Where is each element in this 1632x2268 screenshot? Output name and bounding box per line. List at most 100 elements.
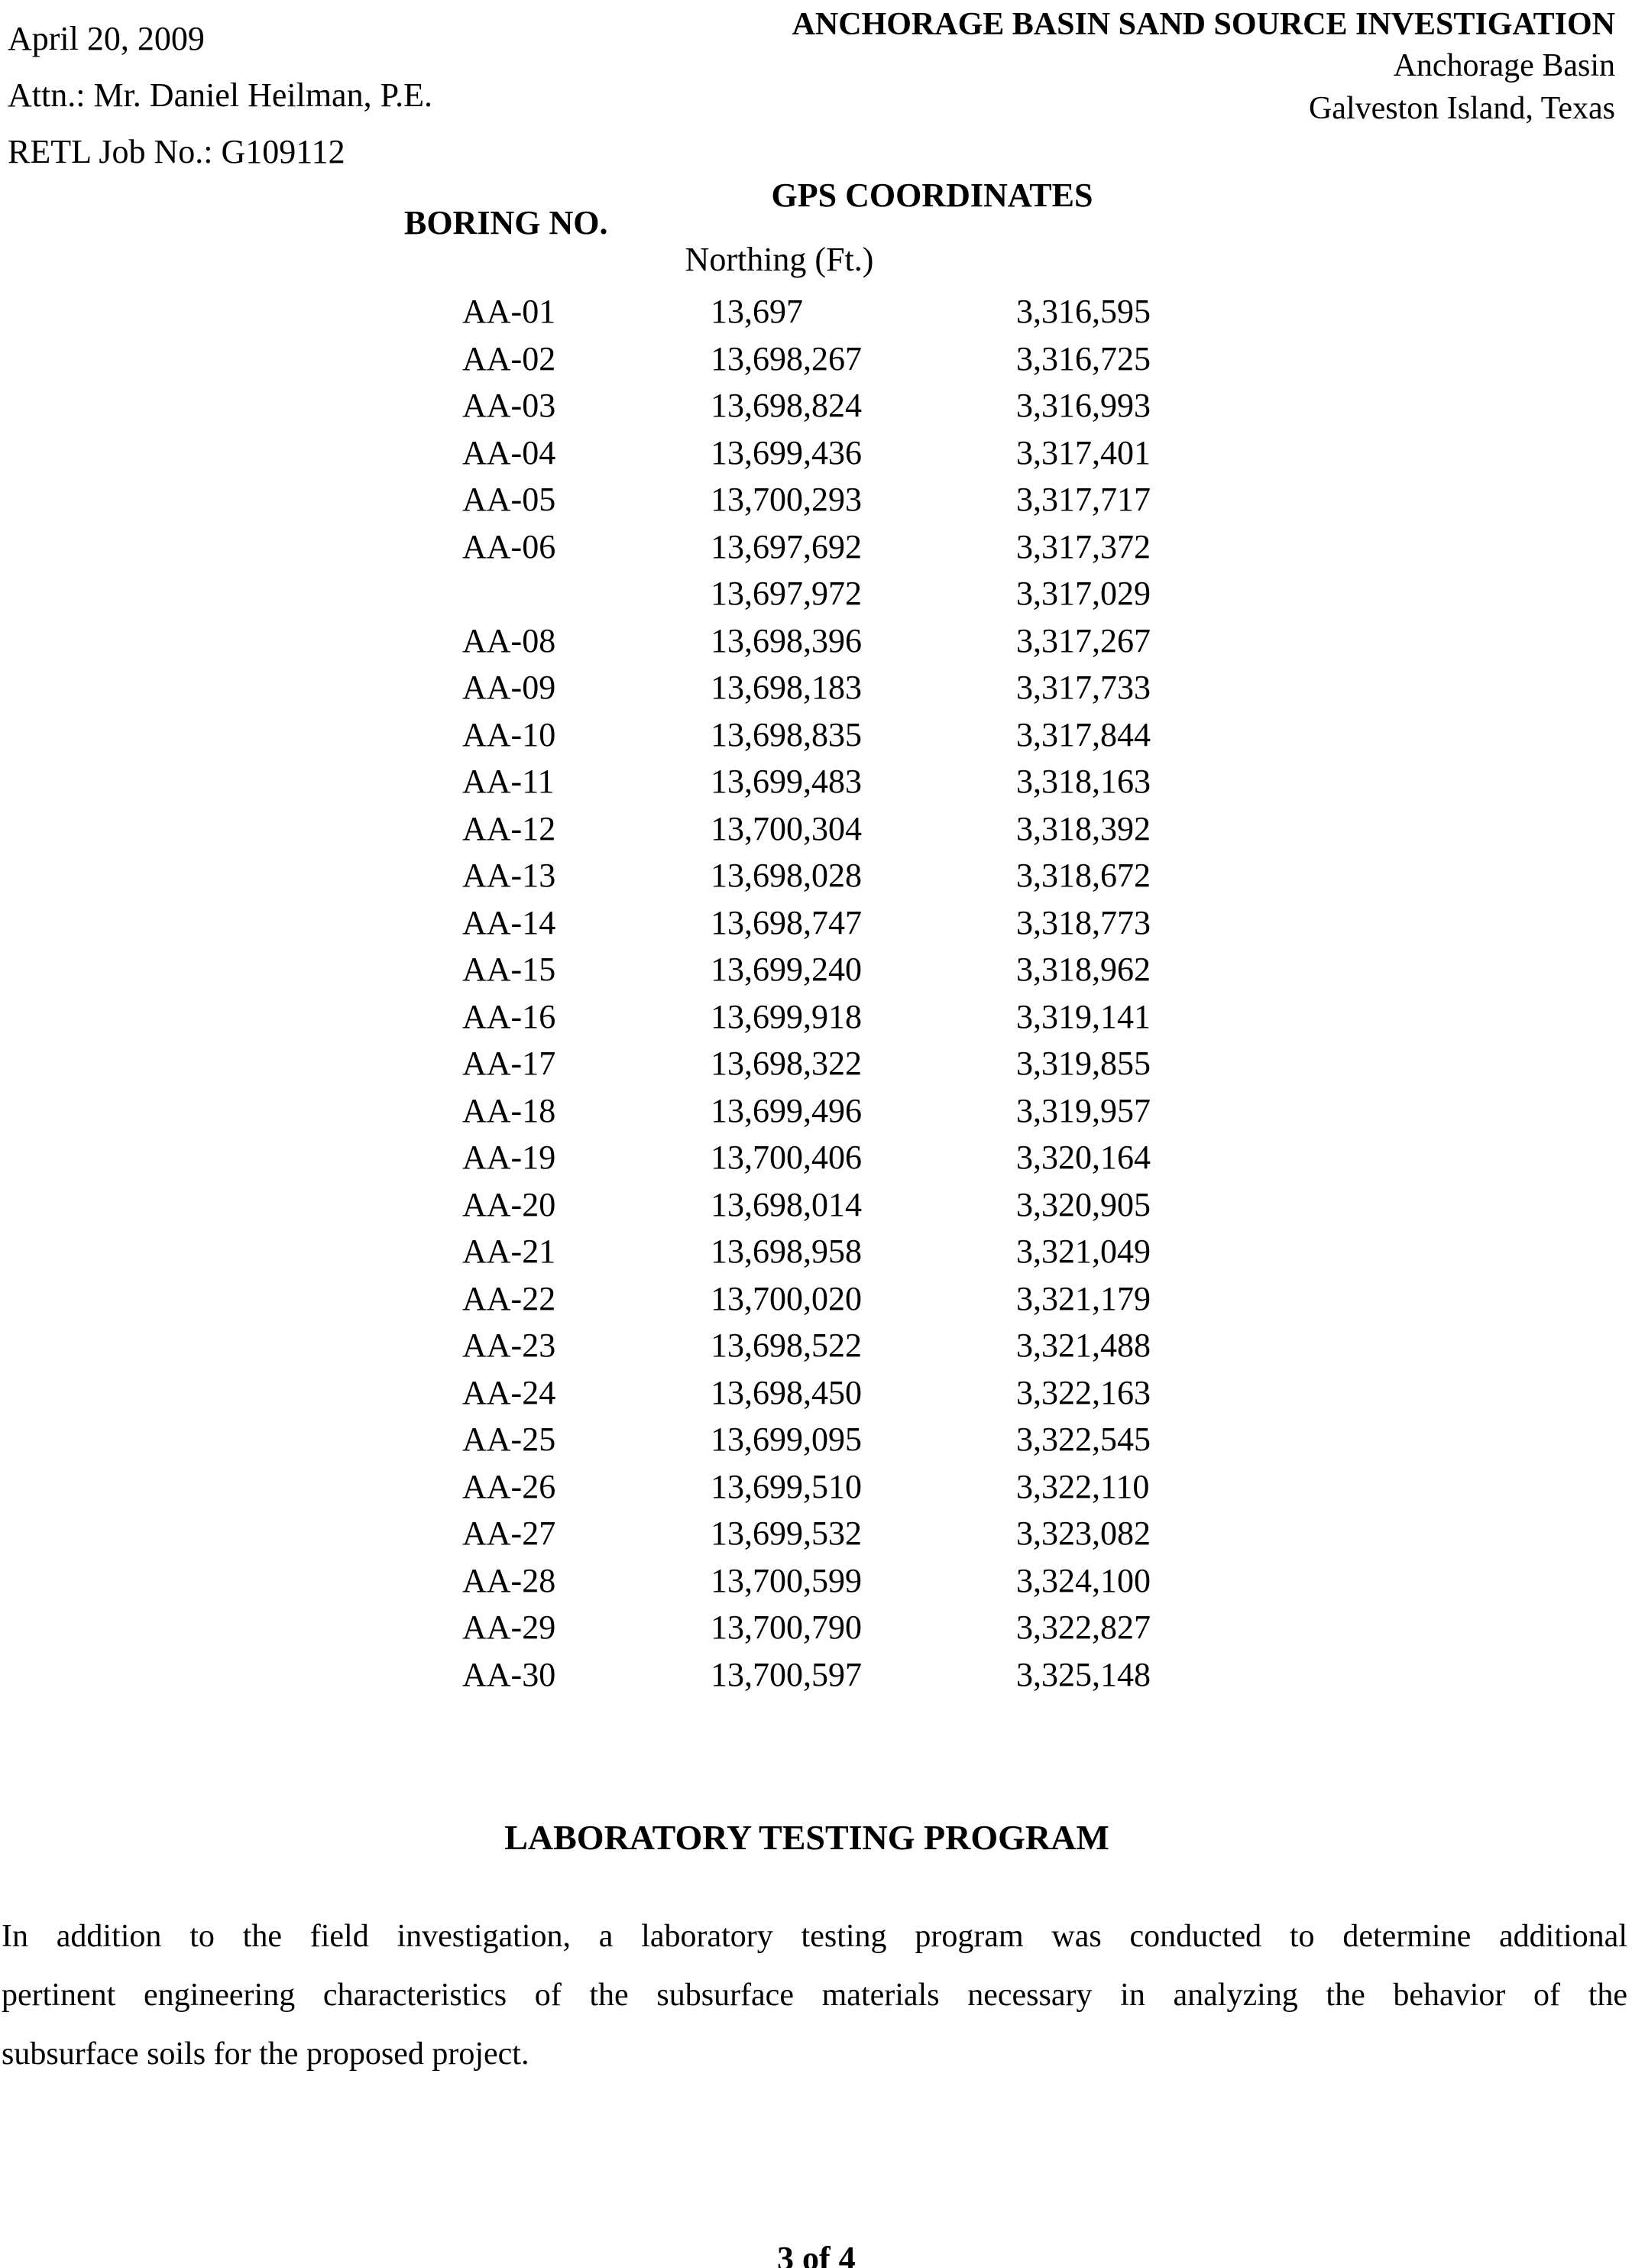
northing-cell: 13,699,483 bbox=[711, 763, 862, 800]
easting-cell: 3,321,179 bbox=[1016, 1279, 1151, 1317]
easting-cell: 3,316,993 bbox=[1016, 387, 1151, 424]
boring-no-cell: AA-04 bbox=[462, 433, 556, 471]
easting-cell: 3,324,100 bbox=[1016, 1561, 1151, 1599]
boring-no-cell: AA-30 bbox=[462, 1655, 556, 1693]
easting-cell: 3,317,717 bbox=[1016, 481, 1151, 518]
easting-cell: 3,318,773 bbox=[1016, 903, 1151, 941]
boring-no-cell: AA-01 bbox=[462, 293, 556, 330]
northing-cell: 13,700,599 bbox=[711, 1561, 862, 1599]
northing-cell: 13,698,267 bbox=[711, 339, 862, 377]
easting-cell: 3,321,488 bbox=[1016, 1327, 1151, 1364]
letter-info-block: April 20, 2009 Attn.: Mr. Daniel Heilman… bbox=[8, 11, 432, 180]
northing-cell: 13,700,304 bbox=[711, 809, 862, 847]
table-row: AA-27 13,699,532 3,323,082 bbox=[462, 1515, 1245, 1563]
easting-cell: 3,316,595 bbox=[1016, 293, 1151, 330]
coordinates-table: AA-01 13,697 3,316,595 AA-02 13,698,267 3,316… bbox=[462, 293, 1245, 1703]
table-row: AA-26 13,699,510 3,322,110 bbox=[462, 1467, 1245, 1516]
easting-cell: 3,322,110 bbox=[1016, 1467, 1150, 1505]
boring-no-cell: AA-19 bbox=[462, 1139, 556, 1176]
easting-cell: 3,317,733 bbox=[1016, 669, 1151, 706]
northing-cell: 13,699,436 bbox=[711, 433, 862, 471]
easting-cell: 3,317,029 bbox=[1016, 575, 1151, 612]
table-row: AA-01 13,697 3,316,595 bbox=[462, 293, 1245, 341]
table-row: AA-06 13,697,692 3,317,372 bbox=[462, 527, 1245, 576]
northing-cell: 13,698,958 bbox=[711, 1233, 862, 1270]
boring-no-cell: AA-15 bbox=[462, 951, 556, 988]
northing-subheader: Northing (Ft.) bbox=[685, 241, 874, 278]
table-row: AA-18 13,699,496 3,319,957 bbox=[462, 1091, 1245, 1140]
section-heading: LABORATORY TESTING PROGRAM bbox=[504, 1818, 1109, 1857]
northing-cell: 13,700,597 bbox=[711, 1655, 862, 1693]
northing-cell: 13,698,396 bbox=[711, 621, 862, 659]
easting-cell: 3,317,267 bbox=[1016, 621, 1151, 659]
northing-cell: 13,700,790 bbox=[711, 1609, 862, 1646]
table-row: AA-21 13,698,958 3,321,049 bbox=[462, 1233, 1245, 1281]
northing-cell: 13,699,510 bbox=[711, 1467, 862, 1505]
table-row: AA-09 13,698,183 3,317,733 bbox=[462, 669, 1245, 717]
boring-no-cell: AA-06 bbox=[462, 527, 556, 565]
northing-cell: 13,699,918 bbox=[711, 997, 862, 1035]
project-title-block: ANCHORAGE BASIN SAND SOURCE INVESTIGATIO… bbox=[792, 5, 1615, 130]
boring-no-cell: AA-23 bbox=[462, 1327, 556, 1364]
project-subtitle-2: Galveston Island, Texas bbox=[1308, 91, 1615, 126]
easting-cell: 3,318,962 bbox=[1016, 951, 1151, 988]
boring-no-cell: AA-24 bbox=[462, 1373, 556, 1411]
boring-no-cell: AA-26 bbox=[462, 1467, 556, 1505]
boring-no-cell: AA-17 bbox=[462, 1045, 556, 1082]
table-row: AA-30 13,700,597 3,325,148 bbox=[462, 1655, 1245, 1704]
easting-cell: 3,325,148 bbox=[1016, 1655, 1151, 1693]
boring-no-cell: AA-28 bbox=[462, 1561, 556, 1599]
boring-no-cell: AA-16 bbox=[462, 997, 556, 1035]
easting-cell: 3,322,545 bbox=[1016, 1421, 1151, 1458]
northing-cell: 13,698,450 bbox=[711, 1373, 862, 1411]
easting-cell: 3,319,957 bbox=[1016, 1091, 1151, 1129]
page-number: 3 of 4 bbox=[777, 2240, 856, 2268]
table-row: AA-29 13,700,790 3,322,827 bbox=[462, 1609, 1245, 1657]
letter-date: April 20, 2009 bbox=[8, 20, 205, 57]
table-row: AA-08 13,698,396 3,317,267 bbox=[462, 621, 1245, 670]
table-row: AA-12 13,700,304 3,318,392 bbox=[462, 809, 1245, 858]
job-number: RETL Job No.: G109112 bbox=[8, 133, 345, 170]
easting-cell: 3,321,049 bbox=[1016, 1233, 1151, 1270]
northing-cell: 13,697 bbox=[711, 293, 803, 330]
body-paragraph: In addition to the field investigation, … bbox=[2, 1907, 1627, 2084]
table-row: AA-16 13,699,918 3,319,141 bbox=[462, 997, 1245, 1046]
boring-no-cell: AA-09 bbox=[462, 669, 556, 706]
table-row: AA-11 13,699,483 3,318,163 bbox=[462, 763, 1245, 811]
table-row: AA-23 13,698,522 3,321,488 bbox=[462, 1327, 1245, 1375]
paragraph-line: pertinent engineering characteristics of… bbox=[2, 1978, 1627, 2013]
northing-cell: 13,699,532 bbox=[711, 1515, 862, 1552]
table-row: AA-25 13,699,095 3,322,545 bbox=[462, 1421, 1245, 1469]
easting-cell: 3,322,163 bbox=[1016, 1373, 1151, 1411]
northing-cell: 13,698,747 bbox=[711, 903, 862, 941]
table-row: AA-15 13,699,240 3,318,962 bbox=[462, 951, 1245, 999]
table-row: AA-10 13,698,835 3,317,844 bbox=[462, 715, 1245, 764]
table-row: AA-24 13,698,450 3,322,163 bbox=[462, 1373, 1245, 1422]
table-row: AA-22 13,700,020 3,321,179 bbox=[462, 1279, 1245, 1328]
easting-cell: 3,320,164 bbox=[1016, 1139, 1151, 1176]
boring-no-cell: AA-03 bbox=[462, 387, 556, 424]
boring-no-cell: AA-25 bbox=[462, 1421, 556, 1458]
easting-cell: 3,317,372 bbox=[1016, 527, 1151, 565]
northing-cell: 13,698,014 bbox=[711, 1185, 862, 1223]
easting-cell: 3,316,725 bbox=[1016, 339, 1151, 377]
table-row: AA-05 13,700,293 3,317,717 bbox=[462, 481, 1245, 529]
boring-no-cell: AA-27 bbox=[462, 1515, 556, 1552]
project-subtitle-1: Anchorage Basin bbox=[1393, 48, 1615, 83]
table-row: AA-28 13,700,599 3,324,100 bbox=[462, 1561, 1245, 1610]
table-row: 13,697,972 3,317,029 bbox=[462, 575, 1245, 623]
northing-cell: 13,697,692 bbox=[711, 527, 862, 565]
northing-cell: 13,698,322 bbox=[711, 1045, 862, 1082]
easting-cell: 3,318,163 bbox=[1016, 763, 1151, 800]
easting-cell: 3,318,672 bbox=[1016, 857, 1151, 894]
boring-no-cell: AA-08 bbox=[462, 621, 556, 659]
table-row: AA-02 13,698,267 3,316,725 bbox=[462, 339, 1245, 388]
northing-cell: 13,698,028 bbox=[711, 857, 862, 894]
easting-cell: 3,322,827 bbox=[1016, 1609, 1151, 1646]
northing-cell: 13,699,095 bbox=[711, 1421, 862, 1458]
table-row: AA-20 13,698,014 3,320,905 bbox=[462, 1185, 1245, 1234]
easting-cell: 3,323,082 bbox=[1016, 1515, 1151, 1552]
boring-no-cell: AA-10 bbox=[462, 715, 556, 753]
boring-no-cell: AA-21 bbox=[462, 1233, 556, 1270]
